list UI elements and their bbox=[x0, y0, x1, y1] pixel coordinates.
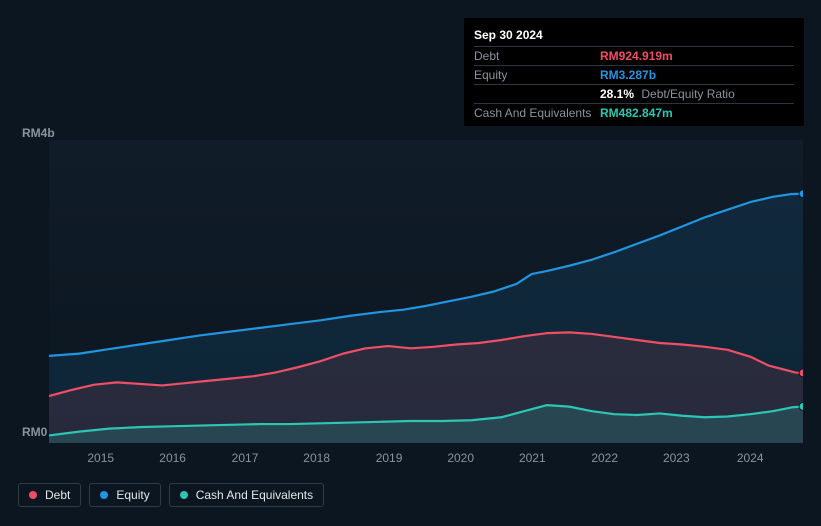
tooltip-label: Debt bbox=[474, 49, 600, 63]
legend: Debt Equity Cash And Equivalents bbox=[18, 483, 324, 507]
tooltip-ratio-text: Debt/Equity Ratio bbox=[641, 87, 734, 101]
x-axis-tick: 2022 bbox=[591, 451, 618, 465]
tooltip-row-cash: Cash And Equivalents RM482.847m bbox=[474, 103, 794, 122]
x-axis-tick: 2020 bbox=[447, 451, 474, 465]
legend-label: Debt bbox=[45, 488, 70, 502]
tooltip-label: Cash And Equivalents bbox=[474, 106, 600, 120]
legend-dot-icon bbox=[100, 491, 108, 499]
legend-label: Equity bbox=[116, 488, 149, 502]
legend-item-debt[interactable]: Debt bbox=[18, 483, 81, 507]
legend-item-equity[interactable]: Equity bbox=[89, 483, 160, 507]
x-axis-tick: 2023 bbox=[663, 451, 690, 465]
x-axis-tick: 2015 bbox=[87, 451, 114, 465]
tooltip-row-ratio: 28.1% Debt/Equity Ratio bbox=[474, 84, 794, 103]
x-axis: 2015 2016 2017 2018 2019 2020 2021 2022 2023 2024 bbox=[49, 451, 803, 469]
tooltip-panel: Sep 30 2024 Debt RM924.919m Equity RM3.2… bbox=[464, 18, 804, 126]
legend-dot-icon bbox=[180, 491, 188, 499]
legend-dot-icon bbox=[29, 491, 37, 499]
tooltip-value: RM924.919m bbox=[600, 49, 673, 63]
tooltip-ratio-pct: 28.1% bbox=[600, 87, 634, 101]
tooltip-value: RM3.287b bbox=[600, 68, 656, 82]
tooltip-label: Equity bbox=[474, 68, 600, 82]
x-axis-tick: 2016 bbox=[159, 451, 186, 465]
x-axis-tick: 2024 bbox=[737, 451, 764, 465]
x-axis-tick: 2017 bbox=[232, 451, 259, 465]
x-axis-tick: 2021 bbox=[519, 451, 546, 465]
x-axis-tick: 2019 bbox=[376, 451, 403, 465]
tooltip-row-equity: Equity RM3.287b bbox=[474, 65, 794, 84]
y-axis-tick-top: RM4b bbox=[22, 126, 55, 140]
tooltip-date: Sep 30 2024 bbox=[474, 24, 794, 46]
tooltip-value: RM482.847m bbox=[600, 106, 673, 120]
tooltip-row-debt: Debt RM924.919m bbox=[474, 46, 794, 65]
chart-plot-area[interactable] bbox=[49, 140, 803, 443]
chart-svg bbox=[49, 140, 803, 443]
legend-label: Cash And Equivalents bbox=[196, 488, 313, 502]
y-axis-tick-bottom: RM0 bbox=[22, 425, 47, 439]
x-axis-tick: 2018 bbox=[303, 451, 330, 465]
legend-item-cash[interactable]: Cash And Equivalents bbox=[169, 483, 324, 507]
